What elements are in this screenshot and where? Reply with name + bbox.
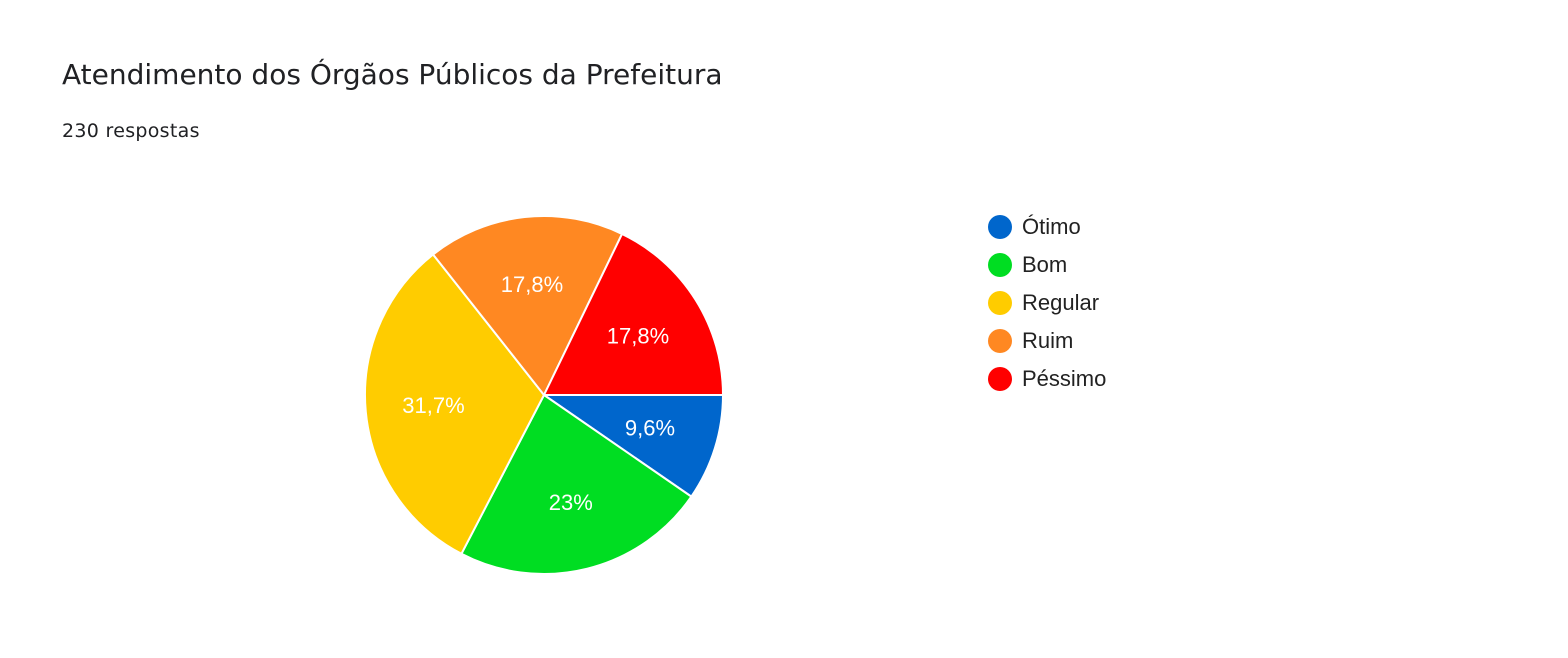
legend-item: Péssimo (988, 360, 1288, 398)
pie-slice-label-4: 17,8% (607, 324, 669, 349)
legend-swatch (988, 329, 1012, 353)
chart-legend: Ótimo Bom Regular Ruim Péssimo (988, 208, 1288, 398)
pie-slice-label-0: 9,6% (625, 416, 675, 441)
legend-item: Regular (988, 284, 1288, 322)
legend-item: Ruim (988, 322, 1288, 360)
pie-slice-label-3: 17,8% (501, 272, 563, 297)
pie-slices (363, 215, 724, 576)
legend-item: Bom (988, 246, 1288, 284)
pie-slice-0 (543, 394, 724, 498)
legend-label: Ótimo (1022, 214, 1081, 239)
pie-slice-4 (543, 232, 724, 396)
pie-slice-3 (432, 215, 624, 396)
pie-slice-label-2: 31,7% (402, 393, 464, 418)
legend-item: Ótimo (988, 208, 1288, 246)
legend-label: Péssimo (1022, 366, 1107, 391)
pie-slice-label-1: 23% (549, 490, 593, 515)
legend-swatch (988, 291, 1012, 315)
response-count: 230 respostas (62, 120, 200, 142)
pie-slice-labels: 9,6% 23% 31,7% 17,8% 17,8% (402, 272, 675, 515)
pie-slice-1 (460, 394, 693, 576)
legend-label: Bom (1022, 252, 1068, 277)
legend-swatch (988, 367, 1012, 391)
chart-title: Atendimento dos Órgãos Públicos da Prefe… (62, 58, 723, 91)
legend-label: Regular (1022, 290, 1100, 315)
pie-slice-2 (363, 253, 545, 555)
legend-swatch (988, 253, 1012, 277)
legend-label: Ruim (1022, 328, 1074, 353)
legend-swatch (988, 215, 1012, 239)
